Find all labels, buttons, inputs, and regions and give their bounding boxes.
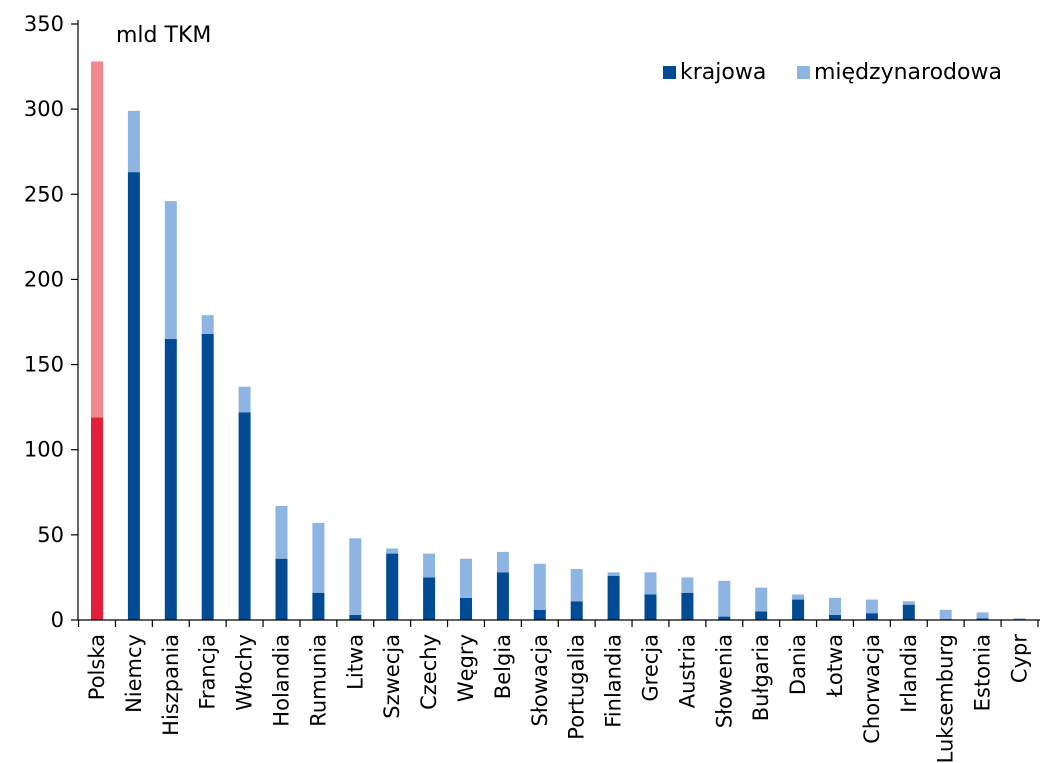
bar-krajowa xyxy=(902,604,915,620)
bar-krajowa xyxy=(533,609,546,620)
bar-miedzynarodowa xyxy=(865,599,878,614)
bar-krajowa xyxy=(607,575,620,620)
bar-miedzynarodowa xyxy=(238,386,251,413)
bar-krajowa xyxy=(201,333,214,620)
x-tick-label: Austria xyxy=(675,634,699,708)
bar-miedzynarodowa xyxy=(460,558,472,598)
bar-krajowa xyxy=(91,417,103,620)
y-tick-label: 250 xyxy=(24,182,64,206)
bar-miedzynarodowa xyxy=(939,609,952,620)
x-tick-label: Słowenia xyxy=(712,634,736,728)
bar-krajowa xyxy=(127,172,140,621)
bar-miedzynarodowa xyxy=(570,568,583,602)
legend-swatch-miedzynarodowa xyxy=(797,66,810,79)
x-tick-label: Polska xyxy=(85,634,109,700)
bar-krajowa xyxy=(275,558,288,620)
bar-miedzynarodowa xyxy=(127,110,140,173)
x-tick-label: Holandia xyxy=(270,634,294,727)
bar-miedzynarodowa xyxy=(755,587,768,612)
bar-miedzynarodowa xyxy=(644,572,657,595)
x-tick-label: Francja xyxy=(196,634,220,710)
bar-krajowa xyxy=(681,592,694,620)
x-tick-label: Niemcy xyxy=(122,634,146,713)
y-tick-label: 100 xyxy=(24,438,64,462)
x-tick-label: Cypr xyxy=(1008,634,1032,683)
bar-krajowa xyxy=(164,339,177,620)
x-tick-label: Portugalia xyxy=(565,634,589,740)
bar-krajowa xyxy=(829,614,841,620)
x-tick-label: Czechy xyxy=(417,634,441,710)
bar-miedzynarodowa xyxy=(275,505,288,559)
bar-krajowa xyxy=(423,577,436,620)
bar-miedzynarodowa xyxy=(312,522,325,593)
bar-miedzynarodowa xyxy=(1013,618,1026,620)
x-tick-label: Litwa xyxy=(343,634,367,690)
y-tick-label: 350 xyxy=(24,12,64,36)
bar-krajowa xyxy=(386,553,399,620)
x-axis: Polska Niemcy Hiszpania Francja Włochy Holand… xyxy=(77,619,1040,763)
x-tick-label: Belgia xyxy=(491,634,515,699)
x-tick-label: Dania xyxy=(786,634,810,695)
bar-miedzynarodowa xyxy=(201,315,214,334)
bar-miedzynarodowa xyxy=(91,61,103,418)
bar-krajowa xyxy=(644,594,657,620)
x-tick-label: Estonia xyxy=(971,634,995,711)
bar-miedzynarodowa xyxy=(386,548,399,554)
x-tick-label: Włochy xyxy=(233,634,257,711)
bar-miedzynarodowa xyxy=(349,538,362,615)
x-tick-label: Słowacja xyxy=(528,634,552,726)
x-tick-label: Rumunia xyxy=(306,634,330,727)
bar-miedzynarodowa xyxy=(976,612,989,619)
x-tick-label: Bułgaria xyxy=(749,634,773,721)
bars xyxy=(91,61,1026,621)
y-tick-label: 150 xyxy=(24,353,64,377)
legend-swatch-krajowa xyxy=(663,66,676,79)
bar-miedzynarodowa xyxy=(607,572,620,576)
legend: krajowa międzynarodowa xyxy=(663,60,1002,85)
bar-miedzynarodowa xyxy=(164,201,177,340)
bar-miedzynarodowa xyxy=(792,594,805,600)
bar-miedzynarodowa xyxy=(902,601,915,605)
bar-miedzynarodowa xyxy=(423,553,436,578)
bar-krajowa xyxy=(570,601,583,620)
bar-krajowa xyxy=(460,597,472,620)
bar-miedzynarodowa xyxy=(829,597,841,615)
unit-label: mld TKM xyxy=(116,23,211,48)
bar-krajowa xyxy=(865,613,878,620)
x-tick-label: Hiszpania xyxy=(159,634,183,736)
bar-miedzynarodowa xyxy=(681,577,694,593)
x-tick-label: Grecja xyxy=(639,634,663,702)
bar-krajowa xyxy=(238,412,251,620)
bar-krajowa xyxy=(312,592,325,620)
bar-krajowa xyxy=(349,614,362,620)
bar-miedzynarodowa xyxy=(533,563,546,610)
y-tick-label: 0 xyxy=(51,608,64,632)
x-tick-label: Szwecja xyxy=(380,634,404,719)
x-tick-label: Irlandia xyxy=(897,634,921,713)
bar-krajowa xyxy=(718,616,731,620)
x-tick-label: Luksemburg xyxy=(934,634,958,763)
legend-label-miedzynarodowa: międzynarodowa xyxy=(814,60,1002,85)
x-tick-label: Chorwacja xyxy=(860,634,884,744)
bar-miedzynarodowa xyxy=(496,551,509,573)
bar-krajowa xyxy=(755,611,768,620)
y-tick-label: 50 xyxy=(37,523,64,547)
bar-krajowa xyxy=(976,618,989,620)
x-tick-label: Łotwa xyxy=(823,634,847,698)
legend-label-krajowa: krajowa xyxy=(680,60,766,85)
bar-krajowa xyxy=(792,599,805,620)
bar-krajowa xyxy=(496,572,509,620)
x-tick-label: Finlandia xyxy=(602,634,626,728)
x-tick-label: Węgry xyxy=(454,634,478,702)
y-tick-label: 200 xyxy=(24,267,64,291)
y-axis: 0 50 100 150 200 250 300 350 xyxy=(24,12,79,632)
y-tick-label: 300 xyxy=(24,97,64,121)
bar-miedzynarodowa xyxy=(718,580,731,617)
